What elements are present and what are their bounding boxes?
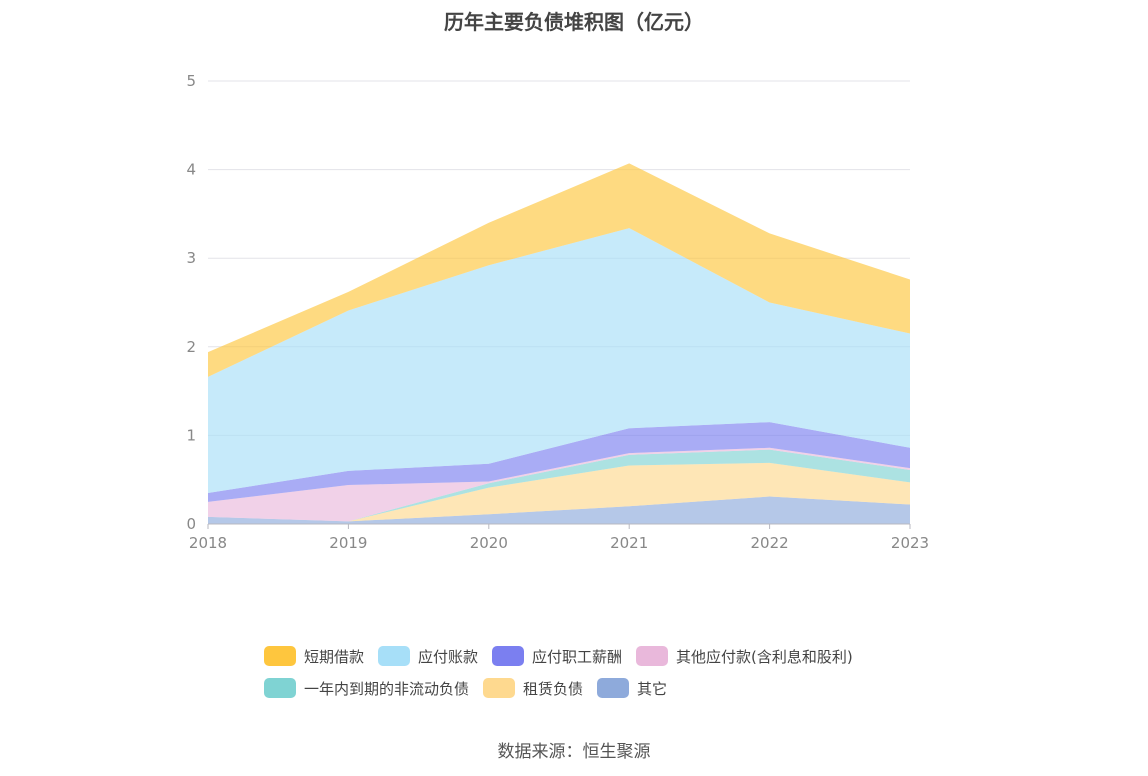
legend: 短期借款 应付账款 应付职工薪酬 其他应付款(含利息和股利) 一年内到期的非流动负债 租…	[264, 640, 944, 704]
x-tick-label: 2023	[891, 534, 929, 552]
area-series-3	[208, 447, 910, 522]
x-tick-label: 2018	[189, 534, 227, 552]
y-tick-label: 2	[186, 338, 196, 356]
legend-label: 租赁负债	[523, 679, 584, 698]
legend-swatch	[264, 678, 296, 698]
legend-swatch	[483, 678, 516, 698]
x-tick-label: 2022	[751, 534, 789, 552]
legend-row: 短期借款 应付账款 应付职工薪酬 其他应付款(含利息和股利)	[264, 640, 944, 672]
area-series-4	[208, 422, 910, 502]
legend-label: 短期借款	[304, 647, 365, 666]
area-series-6	[208, 163, 910, 377]
area-series	[208, 163, 910, 524]
area-series-0	[208, 496, 910, 524]
legend-swatch	[636, 646, 669, 666]
area-series-5	[208, 228, 910, 493]
legend-item[interactable]: 应付账款	[378, 646, 478, 667]
legend-item[interactable]: 其他应付款(含利息和股利)	[636, 646, 853, 667]
x-tick-label: 2021	[610, 534, 648, 552]
legend-item[interactable]: 应付职工薪酬	[492, 646, 622, 667]
legend-label: 一年内到期的非流动负债	[304, 679, 470, 698]
legend-swatch	[378, 646, 411, 666]
legend-label: 其他应付款(含利息和股利)	[676, 647, 853, 666]
area-series-1	[208, 462, 910, 522]
source-note: 数据来源：恒生聚源	[497, 742, 651, 762]
y-tick-label: 5	[186, 72, 196, 90]
stacked-area-chart: 0 1 2 3 4 5 2018 2019 2020 2021 2022 2023	[186, 72, 929, 552]
legend-swatch	[264, 646, 296, 666]
x-tick-label: 2019	[329, 534, 367, 552]
y-tick-label: 4	[186, 161, 196, 179]
legend-item[interactable]: 其它	[597, 678, 667, 699]
legend-swatch	[492, 646, 525, 666]
y-tick-label: 3	[186, 249, 196, 267]
legend-item[interactable]: 租赁负债	[483, 678, 583, 699]
legend-label: 应付账款	[418, 647, 479, 666]
x-tick-label: 2020	[470, 534, 508, 552]
legend-row: 一年内到期的非流动负债 租赁负债 其它	[264, 672, 944, 704]
axes: 0 1 2 3 4 5 2018 2019 2020 2021 2022 2023	[186, 72, 929, 552]
y-tick-label: 1	[186, 426, 196, 444]
y-tick-label: 0	[186, 515, 196, 533]
legend-label: 应付职工薪酬	[532, 647, 623, 666]
legend-swatch	[597, 678, 630, 698]
legend-label: 其它	[637, 679, 668, 698]
legend-item[interactable]: 短期借款	[264, 646, 364, 667]
legend-item[interactable]: 一年内到期的非流动负债	[264, 678, 469, 699]
chart-title: 历年主要负债堆积图（亿元）	[444, 10, 704, 34]
